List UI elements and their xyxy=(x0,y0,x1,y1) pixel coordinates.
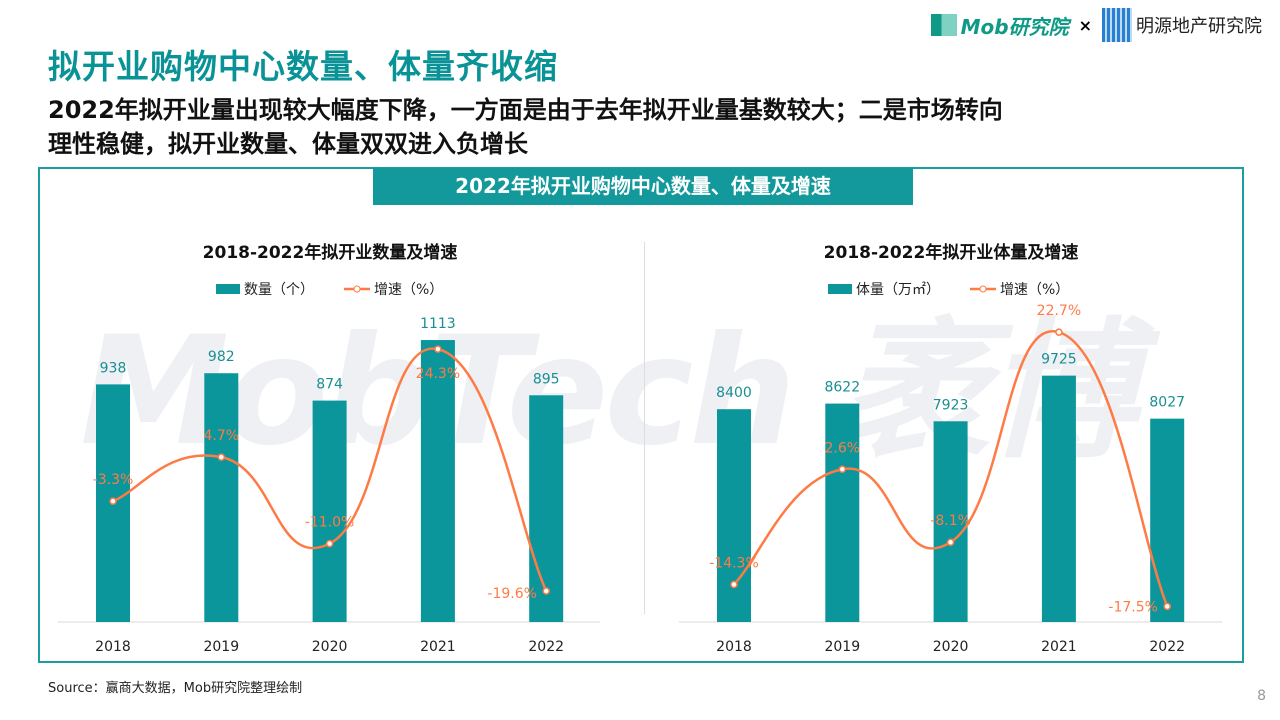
growth-line xyxy=(112,347,548,592)
bar-value-label: 874 xyxy=(316,377,343,393)
bar-value-label: 1113 xyxy=(420,316,456,332)
growth-point xyxy=(730,580,738,589)
building-icon xyxy=(930,14,957,36)
bar-value-label: 982 xyxy=(208,349,235,365)
bar-2019 xyxy=(825,403,860,622)
growth-label: 22.7% xyxy=(1037,303,1081,319)
x-tick-label: 2021 xyxy=(1041,639,1077,655)
growth-label: 4.7% xyxy=(204,428,240,444)
growth-label: 2.6% xyxy=(825,440,861,456)
page-title: 拟开业购物中心数量、体量齐收缩 xyxy=(48,47,558,86)
book-icon xyxy=(1102,8,1132,42)
mingyuan-logo-text: 明源地产研究院 xyxy=(1136,16,1262,37)
subtitle-line-2: 理性稳健，拟开业数量、体量双双进入负增长 xyxy=(48,130,528,158)
line-swatch xyxy=(344,285,370,293)
bar-value-label: 7923 xyxy=(933,397,969,413)
bar-2022 xyxy=(529,395,564,622)
bar-value-label: 8622 xyxy=(824,380,860,396)
growth-point xyxy=(1055,328,1063,336)
legend-label: 数量（个） xyxy=(244,282,314,298)
subtitle-line-1: 2022年拟开业量出现较大幅度下降，一方面是由于去年拟开业量基数较大；二是市场转… xyxy=(48,96,1003,124)
bar-2019 xyxy=(204,373,239,622)
growth-label: -19.6% xyxy=(487,586,537,602)
x-tick-label: 2022 xyxy=(528,639,564,655)
growth-point xyxy=(542,587,550,595)
legend-label: 增速（%） xyxy=(374,282,444,298)
growth-point xyxy=(946,538,955,546)
growth-line xyxy=(733,330,1169,607)
chart-title-count: 2018-2022年拟开业数量及增速 xyxy=(202,243,458,263)
bar-value-label: 8400 xyxy=(716,385,752,401)
x-tick-label: 2020 xyxy=(933,639,969,655)
page-number: 8 xyxy=(1257,688,1266,704)
bar-value-label: 938 xyxy=(100,360,127,376)
bar-2021 xyxy=(420,340,455,622)
x-tick-label: 2022 xyxy=(1149,639,1185,655)
bar-value-label: 8027 xyxy=(1149,395,1185,411)
growth-label: -8.1% xyxy=(930,513,971,529)
growth-label: -17.5% xyxy=(1108,599,1158,615)
panel-banner: 2022年拟开业购物中心数量、体量及增速 xyxy=(373,168,913,205)
legend-count: 数量（个） 增速（%） xyxy=(216,279,443,299)
growth-label: -3.3% xyxy=(93,472,134,488)
growth-point xyxy=(217,453,226,461)
x-tick-label: 2018 xyxy=(95,639,131,655)
bar-2020 xyxy=(312,400,347,622)
growth-point xyxy=(1163,602,1171,611)
x-tick-label: 2020 xyxy=(312,639,348,655)
bar-swatch xyxy=(828,284,852,294)
source-note: Source：赢商大数据，Mob研究院整理绘制 xyxy=(48,681,303,696)
x-tick-label: 2019 xyxy=(824,639,860,655)
x-tick-label: 2021 xyxy=(420,639,456,655)
legend-label: 增速（%） xyxy=(1000,282,1070,298)
growth-point xyxy=(838,465,847,474)
growth-label: -11.0% xyxy=(305,515,355,531)
x-tick-label: 2019 xyxy=(203,639,239,655)
line-swatch xyxy=(970,285,996,293)
cross-sign: × xyxy=(1078,15,1092,35)
bar-2020 xyxy=(933,421,968,622)
bar-value-label: 9725 xyxy=(1041,352,1077,368)
bar-2022 xyxy=(1150,418,1185,622)
growth-point xyxy=(325,539,334,548)
x-tick-label: 2018 xyxy=(716,639,752,655)
growth-label: -14.3% xyxy=(709,556,759,572)
logos: Mob研究院 × 明源地产研究院 xyxy=(930,8,1262,42)
bar-2021 xyxy=(1041,375,1076,622)
legend-label: 体量（万㎡） xyxy=(856,282,940,298)
bar-2018 xyxy=(717,409,751,622)
growth-point xyxy=(434,345,442,353)
mob-logo-text: Mob研究院 xyxy=(960,14,1069,39)
growth-point xyxy=(109,497,117,505)
bar-value-label: 895 xyxy=(533,371,560,387)
bar-swatch xyxy=(216,284,240,294)
legend-area: 体量（万㎡） 增速（%） xyxy=(828,279,1069,299)
mob-logo: Mob研究院 xyxy=(930,11,1069,40)
growth-label: 24.3% xyxy=(416,366,460,382)
chart-divider xyxy=(644,242,645,614)
chart-title-area: 2018-2022年拟开业体量及增速 xyxy=(823,243,1079,263)
mingyuan-logo: 明源地产研究院 xyxy=(1102,8,1262,42)
